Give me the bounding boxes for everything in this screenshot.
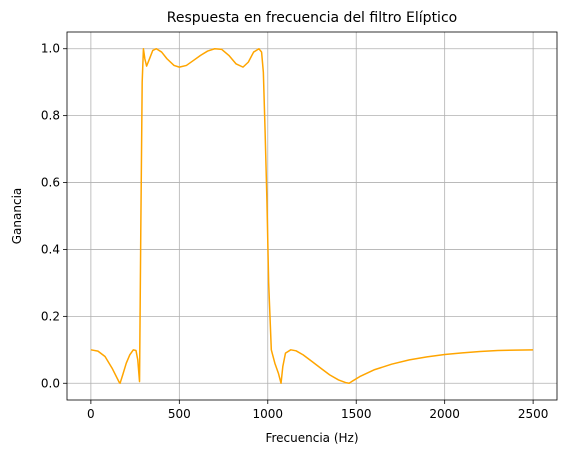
ticks: 0 500 1000 1500 2000 2500 0.0 0.2 0.4 0.6 0.8 1.0 <box>41 42 548 421</box>
series-layer <box>90 47 534 385</box>
plot-frame <box>66 31 558 401</box>
x-tick-label: 500 <box>168 407 191 421</box>
y-tick-label: 0.8 <box>41 109 60 123</box>
x-tick-label: 1000 <box>253 407 284 421</box>
x-axis-label: Frecuencia (Hz) <box>265 431 358 445</box>
series-line <box>90 47 534 385</box>
y-tick-label: 1.0 <box>41 42 60 56</box>
y-tick-label: 0.0 <box>41 376 60 390</box>
y-tick-label: 0.6 <box>41 176 60 190</box>
x-tick-label: 2500 <box>518 407 549 421</box>
y-axis-label: Ganancia <box>10 188 24 245</box>
x-tick-label: 2000 <box>429 407 460 421</box>
chart-title: Respuesta en frecuencia del filtro Elípt… <box>167 10 457 26</box>
y-tick-label: 0.2 <box>41 309 60 323</box>
y-tick-label: 0.4 <box>41 242 60 256</box>
x-tick-label: 0 <box>87 407 95 421</box>
grid <box>67 32 557 400</box>
x-tick-label: 1500 <box>341 407 372 421</box>
